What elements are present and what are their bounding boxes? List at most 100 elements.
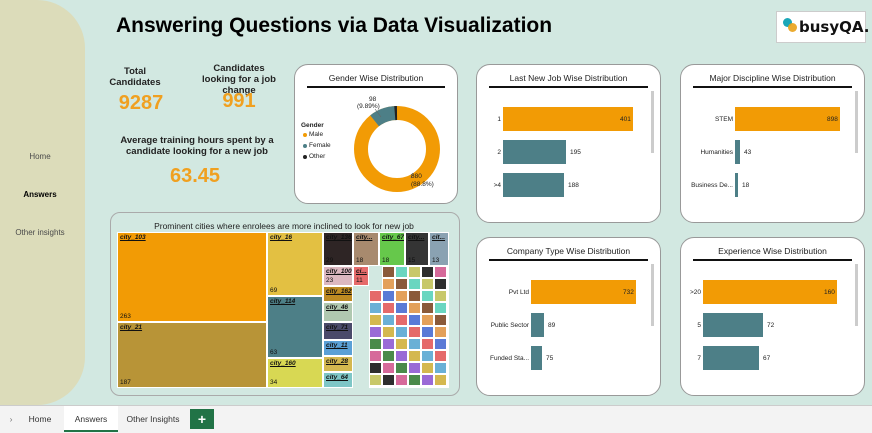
nav-answers[interactable]: Answers bbox=[0, 190, 80, 199]
treemap-small-cell[interactable] bbox=[447, 338, 449, 350]
treemap-small-cell[interactable] bbox=[421, 386, 434, 388]
treemap-small-cell[interactable] bbox=[369, 314, 382, 326]
treemap-small-cell[interactable] bbox=[395, 362, 408, 374]
treemap-small-cell[interactable] bbox=[382, 374, 395, 386]
treemap-small-cell[interactable] bbox=[408, 362, 421, 374]
treemap-small-cell[interactable] bbox=[434, 350, 447, 362]
treemap-small-cell[interactable] bbox=[382, 302, 395, 314]
treemap-small-cell[interactable] bbox=[408, 350, 421, 362]
treemap-small-cell[interactable] bbox=[395, 374, 408, 386]
treemap-small-cell[interactable] bbox=[369, 362, 382, 374]
treemap-small-cell[interactable] bbox=[447, 290, 449, 302]
treemap-small-cell[interactable] bbox=[408, 326, 421, 338]
treemap-cell[interactable]: city_11 bbox=[323, 340, 353, 356]
treemap-small-cell[interactable] bbox=[434, 338, 447, 350]
treemap-small-cell[interactable] bbox=[447, 278, 449, 290]
treemap-small-cell[interactable] bbox=[382, 290, 395, 302]
last_new_job-bar[interactable] bbox=[503, 107, 633, 131]
treemap-small-cell[interactable] bbox=[434, 374, 447, 386]
treemap-small-cell[interactable] bbox=[395, 338, 408, 350]
major-bar[interactable] bbox=[735, 107, 840, 131]
tab-answers[interactable]: Answers bbox=[64, 406, 118, 432]
experience-scrollbar[interactable] bbox=[855, 264, 858, 326]
treemap-small-cell[interactable] bbox=[408, 266, 421, 278]
treemap-small-cell[interactable] bbox=[395, 290, 408, 302]
treemap-small-cell[interactable] bbox=[408, 338, 421, 350]
treemap-cell[interactable]: city_71 bbox=[323, 322, 353, 340]
treemap-small-cell[interactable] bbox=[395, 350, 408, 362]
treemap-small-cell[interactable] bbox=[447, 266, 449, 278]
treemap-small-cell[interactable] bbox=[369, 326, 382, 338]
treemap-small-cell[interactable] bbox=[369, 338, 382, 350]
treemap-cell[interactable]: city_46 bbox=[323, 302, 353, 322]
treemap-small-cell[interactable] bbox=[421, 290, 434, 302]
treemap-cell[interactable]: cit...13 bbox=[429, 232, 449, 266]
treemap-small-cell[interactable] bbox=[382, 386, 395, 388]
treemap-small-cell[interactable] bbox=[447, 362, 449, 374]
treemap-small-cell[interactable] bbox=[369, 350, 382, 362]
treemap-cell[interactable]: ci...11 bbox=[353, 266, 369, 286]
treemap-small-cell[interactable] bbox=[421, 314, 434, 326]
treemap-small-cell[interactable] bbox=[434, 314, 447, 326]
treemap-cell[interactable]: city_28 bbox=[323, 356, 353, 372]
treemap-small-cell[interactable] bbox=[421, 302, 434, 314]
treemap-small-cell[interactable] bbox=[434, 386, 447, 388]
treemap-small-cell[interactable] bbox=[447, 326, 449, 338]
treemap-small-cell[interactable] bbox=[369, 290, 382, 302]
treemap-small-cell[interactable] bbox=[369, 302, 382, 314]
treemap-small-cell[interactable] bbox=[421, 362, 434, 374]
treemap-small-cell[interactable] bbox=[447, 302, 449, 314]
treemap-small-cell[interactable] bbox=[434, 362, 447, 374]
treemap-small-cell[interactable] bbox=[408, 314, 421, 326]
treemap-cell[interactable]: city...18 bbox=[353, 232, 379, 266]
treemap-small-cell[interactable] bbox=[408, 278, 421, 290]
treemap-small-cell[interactable] bbox=[421, 266, 434, 278]
last-new-job-scrollbar[interactable] bbox=[651, 91, 654, 153]
treemap-small-cell[interactable] bbox=[408, 290, 421, 302]
treemap-small-cell[interactable] bbox=[434, 278, 447, 290]
treemap-small-cell[interactable] bbox=[382, 350, 395, 362]
treemap-small-cell[interactable] bbox=[447, 374, 449, 386]
treemap-small-cell[interactable] bbox=[408, 302, 421, 314]
treemap-small-cell[interactable] bbox=[447, 350, 449, 362]
experience-bar[interactable] bbox=[703, 313, 763, 337]
company-bar[interactable] bbox=[531, 346, 542, 370]
treemap-small-cell[interactable] bbox=[395, 314, 408, 326]
treemap-small-cell[interactable] bbox=[421, 326, 434, 338]
treemap-small-cell[interactable] bbox=[434, 266, 447, 278]
major-bar[interactable] bbox=[735, 140, 740, 164]
treemap-small-cell[interactable] bbox=[395, 302, 408, 314]
treemap-cell[interactable]: city_64 bbox=[323, 372, 353, 388]
treemap-small-cell[interactable] bbox=[447, 314, 449, 326]
treemap-small-cell[interactable] bbox=[382, 362, 395, 374]
last_new_job-bar[interactable] bbox=[503, 140, 566, 164]
treemap-small-cell[interactable] bbox=[434, 290, 447, 302]
treemap-small-cell[interactable] bbox=[395, 278, 408, 290]
company-bar[interactable] bbox=[531, 280, 636, 304]
treemap-small-cell[interactable] bbox=[447, 386, 449, 388]
treemap-small-cell[interactable] bbox=[395, 386, 408, 388]
nav-home[interactable]: Home bbox=[0, 152, 80, 161]
treemap-small-cell[interactable] bbox=[382, 326, 395, 338]
tab-other-insights[interactable]: Other Insights bbox=[120, 406, 186, 432]
treemap-small-cell[interactable] bbox=[421, 350, 434, 362]
treemap-small-cell[interactable] bbox=[382, 266, 395, 278]
experience-bar[interactable] bbox=[703, 346, 759, 370]
last_new_job-bar[interactable] bbox=[503, 173, 564, 197]
treemap-small-cell[interactable] bbox=[408, 374, 421, 386]
scroll-left-icon[interactable]: › bbox=[4, 406, 18, 432]
treemap-small-cell[interactable] bbox=[421, 278, 434, 290]
tab-home[interactable]: Home bbox=[18, 406, 62, 432]
nav-other-insights[interactable]: Other insights bbox=[0, 228, 80, 237]
treemap-small-cell[interactable] bbox=[421, 374, 434, 386]
treemap-small-cell[interactable] bbox=[369, 386, 382, 388]
treemap-small-cell[interactable] bbox=[395, 326, 408, 338]
treemap-small-cell[interactable] bbox=[369, 374, 382, 386]
treemap-small-cell[interactable] bbox=[395, 266, 408, 278]
